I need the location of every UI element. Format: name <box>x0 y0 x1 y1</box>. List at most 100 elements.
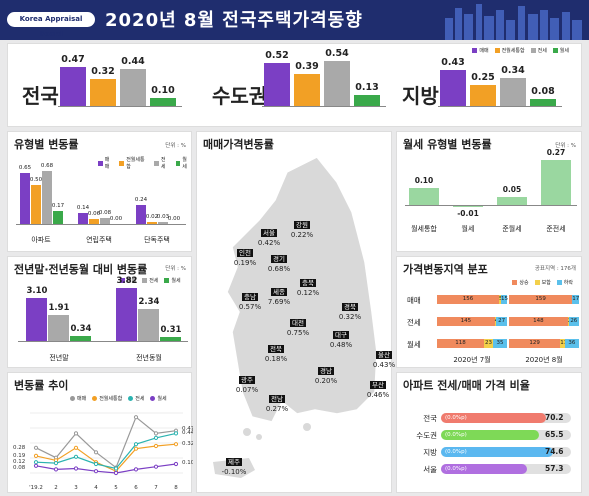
dist-segment: 5 <box>499 295 503 304</box>
dist-legend: 상승 보합 하락 <box>512 279 573 286</box>
map-city-name: 경북 <box>342 303 358 311</box>
trend-point <box>53 461 59 466</box>
trend-x-tick: 3 <box>74 485 78 491</box>
map-city: 충북 0.12% <box>289 278 327 298</box>
map-city: 부산 0.46% <box>359 380 397 400</box>
map-city-name: 울산 <box>376 351 392 359</box>
dist-segment: 35 <box>493 339 507 348</box>
yoy-bar <box>26 298 47 341</box>
region-value: 0.10 <box>151 84 175 96</box>
ratio-value: 70.2 <box>545 413 564 422</box>
type-change-unit: 단위 : % <box>165 143 186 149</box>
monthly-bar <box>497 196 527 205</box>
region-bar <box>60 66 86 106</box>
dist-segment: 156 <box>437 295 500 304</box>
yoy-bar <box>116 288 137 341</box>
map-city: 대구 0.48% <box>322 330 360 350</box>
yoy-value: 3.82 <box>116 276 138 287</box>
type-value: 0.65 <box>18 164 32 171</box>
trend-point <box>173 442 179 447</box>
type-bar <box>31 184 41 224</box>
map-city: 경북 0.32% <box>331 302 369 322</box>
monthly-category: 월세 <box>461 225 475 233</box>
map-city-value: 0.46% <box>366 391 390 399</box>
type-value: 0.50 <box>29 176 43 183</box>
trend-title: 변동률 추이 <box>14 379 69 392</box>
map-city: 충남 0.57% <box>231 292 269 312</box>
trend-legend: 매매 전월세통합 전세 월세 <box>70 395 167 402</box>
ratio-change: (0.0%p) <box>445 415 467 421</box>
ratio-fill <box>441 430 540 440</box>
trend-panel: 변동률 추이 매매 전월세통합 전세 월세 '19.2 2 3 4 5 6 7 8 0.47 0.… <box>7 372 193 493</box>
trend-point <box>113 466 119 471</box>
monthly-category: 준전세 <box>546 225 566 233</box>
map-city-name: 제주 <box>226 458 242 466</box>
region-value: 0.08 <box>531 86 555 98</box>
region-value: 0.52 <box>265 49 289 61</box>
map-city-name: 서울 <box>261 229 277 237</box>
type-category: 연립주택 <box>86 236 112 244</box>
yoy-baseline <box>18 341 188 342</box>
type-bar <box>147 222 157 224</box>
region-bar <box>354 95 380 106</box>
map-city-value: 0.57% <box>238 303 262 311</box>
map-city-value: 0.48% <box>329 341 353 349</box>
region-bar <box>294 73 320 106</box>
dist-segment: 23 <box>483 339 494 348</box>
ratio-label: 수도권 <box>416 431 437 440</box>
dist-segment: 11 <box>560 339 567 348</box>
yoy-value: 1.91 <box>48 302 70 313</box>
yoy-value: 0.34 <box>70 324 92 335</box>
monthly-value: 0.27 <box>546 148 566 157</box>
map-city: 전북 0.18% <box>257 344 295 364</box>
type-bar <box>42 170 52 224</box>
trend-line <box>35 432 177 470</box>
map-city-value: 0.20% <box>314 377 338 385</box>
type-bar <box>100 217 110 224</box>
trend-point <box>133 446 139 451</box>
yoy-value: 2.34 <box>138 296 160 307</box>
map-title: 매매가격변동률 <box>203 138 274 151</box>
region-bar <box>90 79 116 106</box>
ratio-value: 65.5 <box>545 430 564 439</box>
yoy-value: 3.10 <box>26 286 48 297</box>
map-city-value: 0.42% <box>257 239 281 247</box>
trend-point <box>153 431 159 436</box>
monthly-type-unit: 단위 : % <box>555 143 576 149</box>
trend-point <box>73 466 79 471</box>
type-change-legend: 매매 전월세통합 전세 월세 <box>98 156 191 170</box>
region-bar <box>324 61 350 106</box>
map-city-name: 강원 <box>294 221 310 229</box>
yoy-bar <box>70 336 91 341</box>
type-bar <box>89 219 99 224</box>
region-bar <box>150 97 176 106</box>
trend-point <box>73 454 79 459</box>
region-name: 수도권 <box>212 84 268 108</box>
yoy-title: 전년말·전년동월 대비 변동률 <box>14 263 148 276</box>
dist-title: 가격변동지역 분포 <box>403 263 488 276</box>
summary-legend: 매매 전월세통합 전세 월세 <box>472 47 569 54</box>
region-name: 지방 <box>402 84 439 108</box>
map-city: 인천 0.19% <box>226 248 264 268</box>
map-city-name: 세종 <box>271 288 287 296</box>
region-bar <box>500 77 526 106</box>
trend-point <box>153 464 159 469</box>
map-city: 대전 0.75% <box>279 318 317 338</box>
trend-point <box>33 453 39 459</box>
trend-point <box>73 431 79 436</box>
map-city: 서울 0.42% <box>250 228 288 248</box>
trend-end-label: 0.32 <box>182 441 193 447</box>
monthly-value: 0.10 <box>414 176 434 186</box>
yoy-category: 전년말 <box>49 354 69 362</box>
ratio-value: 74.6 <box>545 447 564 456</box>
region-bar <box>264 62 290 106</box>
korea-map <box>213 156 378 478</box>
trend-point <box>73 445 79 450</box>
ratio-label: 서울 <box>423 465 437 474</box>
trend-end-label: 0.47 <box>182 426 193 432</box>
region-bar <box>120 69 146 106</box>
map-city-name: 충북 <box>300 279 316 287</box>
type-change-panel: 유형별 변동률 단위 : % 매매 전월세통합 전세 월세 아파트 0.65 0.5… <box>7 131 192 252</box>
trend-point <box>33 445 39 450</box>
region-value: 0.44 <box>121 56 145 68</box>
